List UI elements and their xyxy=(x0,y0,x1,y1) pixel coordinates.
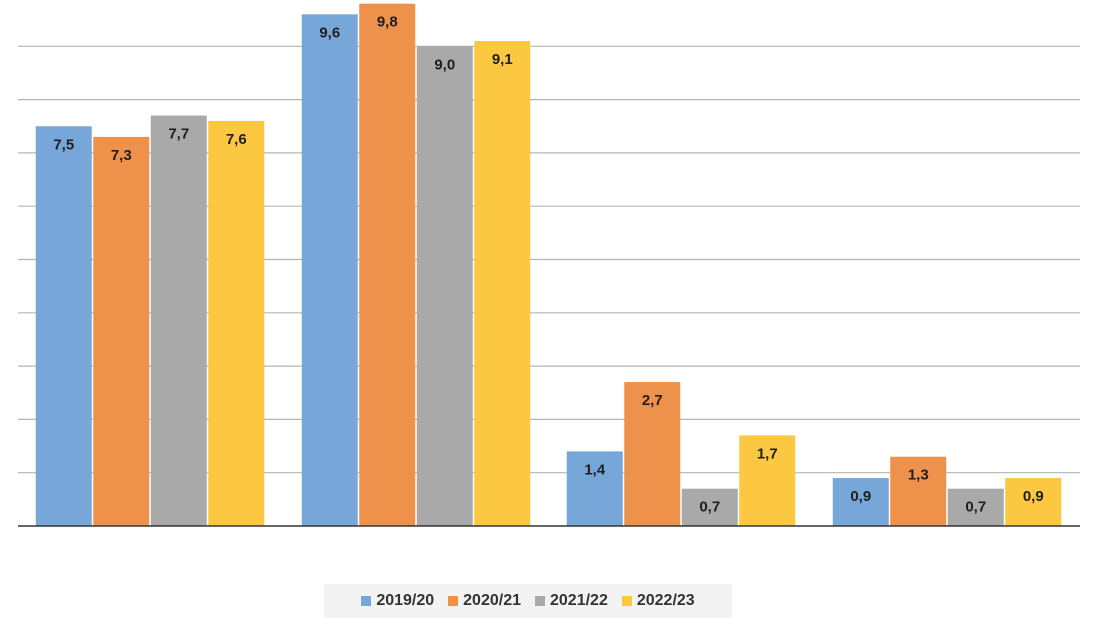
bar-2019-20-group-1 xyxy=(35,126,92,526)
data-label-2021-22-group-4: 0,7 xyxy=(965,499,986,516)
legend-item-2021-22: 2021/22 xyxy=(535,592,608,610)
legend-label-2021-22: 2021/22 xyxy=(550,592,608,609)
legend: 2019/20 2020/21 2021/22 2022/23 xyxy=(324,584,732,618)
legend-swatch-2020-21 xyxy=(448,596,459,606)
legend-label-2019-20: 2019/20 xyxy=(376,592,435,609)
bar-chart: 7,5 9,6 1,4 0,9 7,3 9,8 2,7 1,3 7,7 9,0 0,7 0,7 7,6 9… xyxy=(18,3,1080,527)
data-labels: 7,5 9,6 1,4 0,9 7,3 9,8 2,7 1,3 7,7 9,0 0,7 0,7 7,6 9… xyxy=(53,14,1043,516)
data-label-2020-21-group-4: 1,3 xyxy=(908,467,929,484)
bar-2021-22-group-1 xyxy=(150,115,207,526)
bar-2022-23-group-1 xyxy=(208,120,265,527)
data-label-2020-21-group-2: 9,8 xyxy=(377,14,398,31)
data-label-2019-20-group-1: 7,5 xyxy=(53,136,74,153)
data-label-2021-22-group-1: 7,7 xyxy=(168,126,189,143)
legend-swatch-2021-22 xyxy=(535,596,545,606)
data-label-2019-20-group-2: 9,6 xyxy=(319,24,340,41)
legend-swatch-2019-20 xyxy=(361,596,372,606)
bar-2019-20-group-4 xyxy=(832,478,889,526)
legend-swatch-2022-23 xyxy=(621,596,632,606)
bar-2020-21-group-3 xyxy=(624,382,681,526)
bar-2019-20-group-3 xyxy=(566,451,623,526)
bar-2020-21-group-2 xyxy=(359,3,416,527)
legend-item-2022-23: 2022/23 xyxy=(621,592,695,610)
legend-item-2020-21: 2020/21 xyxy=(448,592,521,610)
data-label-2019-20-group-3: 1,4 xyxy=(584,461,606,478)
data-label-2019-20-group-4: 0,9 xyxy=(850,488,871,505)
bar-2020-21-group-1 xyxy=(93,136,150,526)
legend-label-2020-21: 2020/21 xyxy=(463,592,521,609)
bar-2022-23-group-3 xyxy=(739,435,796,526)
bar-2021-22-group-3 xyxy=(681,488,738,526)
data-label-2020-21-group-1: 7,3 xyxy=(111,147,132,164)
data-label-2022-23-group-1: 7,6 xyxy=(226,131,247,148)
bars xyxy=(35,3,1062,527)
data-label-2020-21-group-3: 2,7 xyxy=(642,392,663,409)
bar-2019-20-group-2 xyxy=(301,14,358,526)
bar-2020-21-group-4 xyxy=(890,456,947,526)
legend-label-2022-23: 2022/23 xyxy=(636,592,695,609)
data-label-2022-23-group-3: 1,7 xyxy=(757,445,778,462)
data-label-2021-22-group-3: 0,7 xyxy=(699,499,720,516)
data-label-2022-23-group-2: 9,1 xyxy=(492,51,513,68)
data-label-2021-22-group-2: 9,0 xyxy=(434,56,455,73)
legend-item-2019-20: 2019/20 xyxy=(361,592,434,610)
bar-2022-23-group-4 xyxy=(1005,478,1062,526)
data-label-2022-23-group-4: 0,9 xyxy=(1023,488,1044,505)
bar-2021-22-group-4 xyxy=(947,488,1004,526)
bar-2021-22-group-2 xyxy=(416,46,473,527)
bar-2022-23-group-2 xyxy=(474,40,531,526)
